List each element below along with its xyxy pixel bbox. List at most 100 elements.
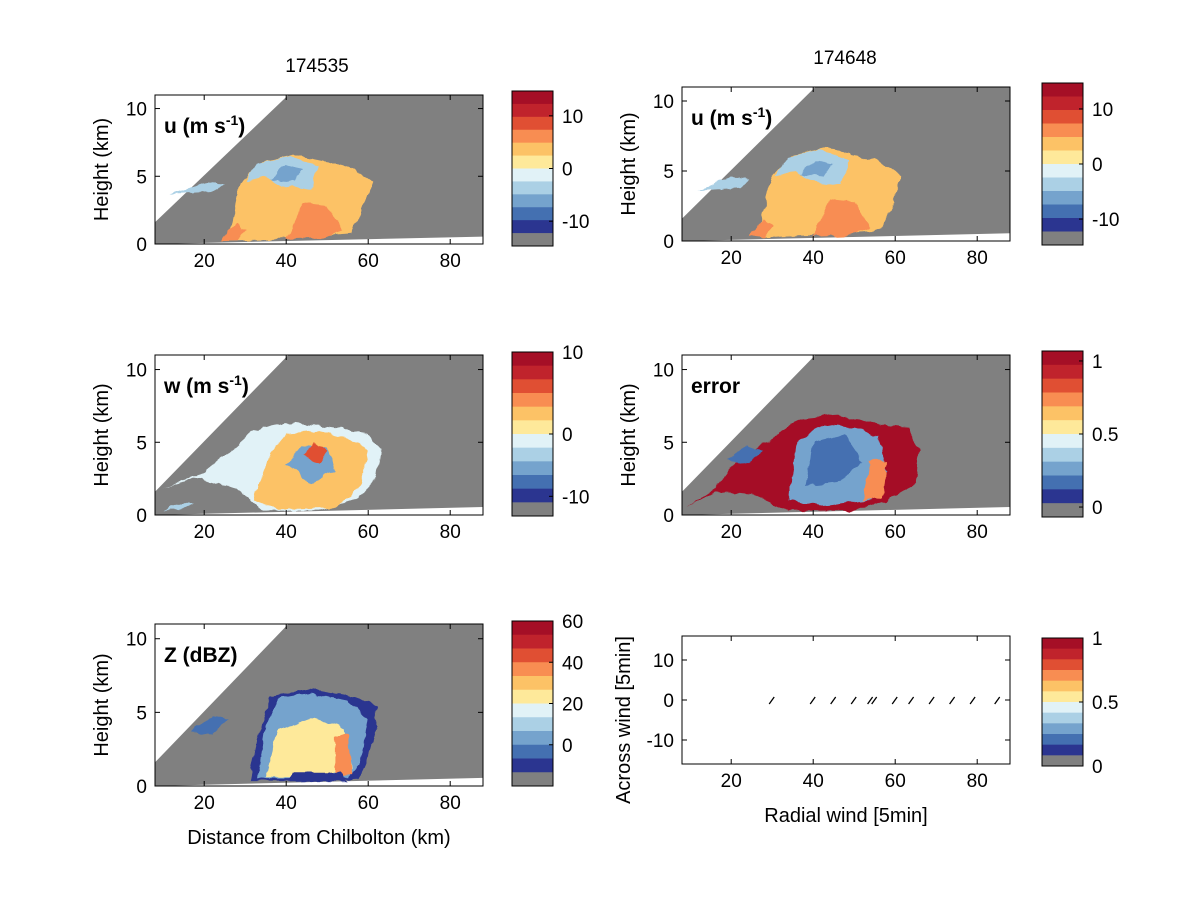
- storm-positive-core: [813, 199, 871, 237]
- colorbar: 10.50: [1041, 629, 1118, 778]
- x-tick-label: 40: [276, 522, 297, 543]
- y-tick-label: 5: [136, 703, 147, 724]
- panel-z-left: 20 40 60 80 0 5 10 Height (km) Distance from Chi…: [91, 612, 583, 849]
- y-tick-label: 0: [136, 506, 147, 527]
- axes-frame: [154, 623, 484, 787]
- colorbar-swatch: [512, 220, 553, 234]
- column-title-right: 174648: [813, 48, 876, 69]
- colorbar-tick-label: 0: [562, 736, 573, 757]
- colorbar-swatch: [1042, 680, 1083, 692]
- colorbar: 10 0 -10: [1041, 82, 1119, 246]
- colorbar-swatch: [512, 129, 553, 144]
- colorbar-swatch: [512, 475, 553, 490]
- colorbar-swatch: [512, 621, 553, 636]
- colorbar-swatch: [1042, 461, 1083, 476]
- colorbar-swatch: [512, 420, 553, 435]
- colorbar-swatch: [512, 103, 553, 118]
- x-tick-label: 60: [885, 522, 906, 543]
- x-tick-label: 20: [194, 251, 215, 272]
- x-tick-label: 80: [440, 251, 461, 272]
- colorbar-swatch: [512, 142, 553, 157]
- colorbar-tick-label: 0: [562, 160, 573, 181]
- wind-vector: [928, 696, 935, 705]
- y-axis-label: Height (km): [91, 118, 113, 221]
- colorbar-swatch: [512, 181, 553, 195]
- colorbar-swatch: [512, 168, 553, 182]
- colorbar-swatch: [1042, 691, 1083, 703]
- colorbar-swatch: [1042, 489, 1083, 504]
- colorbar-swatch: [1042, 231, 1083, 246]
- y-tick-label: 0: [136, 777, 147, 798]
- colorbar-tick-label: 0: [1092, 498, 1103, 519]
- colorbar-swatch: [1042, 420, 1083, 435]
- y-axis-label: Height (km): [618, 383, 640, 486]
- colorbar-swatch: [1042, 702, 1083, 714]
- y-tick-label: 0: [663, 232, 674, 253]
- y-axis-label: Height (km): [91, 653, 113, 756]
- y-tick-label: 5: [136, 167, 147, 188]
- anvil-left: [171, 181, 225, 196]
- colorbar-swatch: [512, 461, 553, 476]
- wind-vector: [949, 696, 956, 705]
- colorbar-swatch: [512, 365, 553, 380]
- plot-area-u-right: [682, 87, 1010, 241]
- x-tick-label: 40: [803, 771, 824, 792]
- x-axis-label: Distance from Chilbolton (km): [187, 827, 450, 849]
- panel-label: u (m s-1): [164, 112, 245, 138]
- y-tick-label: 10: [126, 100, 147, 121]
- colorbar-swatch: [512, 758, 553, 773]
- colorbar-tick-label: 0.5: [1092, 693, 1118, 714]
- colorbar-swatch: [1042, 191, 1083, 205]
- colorbar-swatch: [512, 744, 553, 759]
- storm-negative-core: [269, 165, 303, 182]
- x-tick-label: 20: [721, 771, 742, 792]
- colorbar-tick-label: 10: [562, 343, 583, 364]
- y-tick-label: 5: [136, 433, 147, 454]
- colorbar-swatch: [1042, 712, 1083, 724]
- panel-label: u (m s-1): [691, 104, 772, 130]
- y-tick-label: 5: [663, 433, 674, 454]
- x-axis-label: Radial wind [5min]: [764, 805, 927, 827]
- colorbar-swatch: [1042, 447, 1083, 463]
- colorbar-swatch: [1042, 351, 1083, 366]
- colorbar-swatch: [1042, 218, 1083, 232]
- column-title-left: 174535: [285, 56, 348, 77]
- colorbar-swatch: [1042, 734, 1083, 746]
- axes-frame: [681, 86, 1011, 242]
- y-tick-label: 5: [663, 162, 674, 183]
- colorbar-swatch: [1042, 392, 1083, 407]
- x-tick-label: 60: [885, 771, 906, 792]
- x-tick-label: 80: [967, 771, 988, 792]
- z-ground: [286, 772, 348, 782]
- colorbar-swatch: [512, 488, 553, 503]
- z-anvil: [191, 715, 229, 735]
- colorbar-tick-label: 0: [562, 425, 573, 446]
- y-axis-label: Across wind [5min]: [613, 636, 635, 804]
- colorbar-swatch: [512, 406, 553, 421]
- colorbar-swatch: [512, 772, 553, 787]
- panel-label: error: [691, 375, 740, 398]
- colorbar-swatch: [512, 689, 553, 704]
- x-tick-label: 20: [721, 248, 742, 269]
- x-tick-label: 40: [803, 248, 824, 269]
- colorbar-tick-label: -10: [562, 212, 589, 233]
- y-tick-label: 10: [126, 361, 147, 382]
- wind-vector: [850, 696, 857, 705]
- x-tick-label: 40: [276, 251, 297, 272]
- colorbar-tick-label: 1: [1092, 352, 1103, 373]
- colorbar-swatch: [1042, 204, 1083, 219]
- colorbar-swatch: [512, 703, 553, 718]
- colorbar-swatch: [512, 207, 553, 221]
- y-tick-label: 10: [653, 651, 674, 672]
- panel-label: Z (dBZ): [164, 644, 237, 667]
- wind-vector: [908, 696, 915, 705]
- colorbar-tick-label: 0: [1092, 155, 1103, 176]
- colorbar-swatch: [512, 379, 553, 394]
- colorbar: 60 40 20 0: [511, 612, 583, 787]
- colorbar-swatch: [512, 676, 553, 691]
- colorbar-swatch: [512, 194, 553, 208]
- colorbar-swatch: [1042, 378, 1083, 393]
- wind-vector: [867, 696, 874, 705]
